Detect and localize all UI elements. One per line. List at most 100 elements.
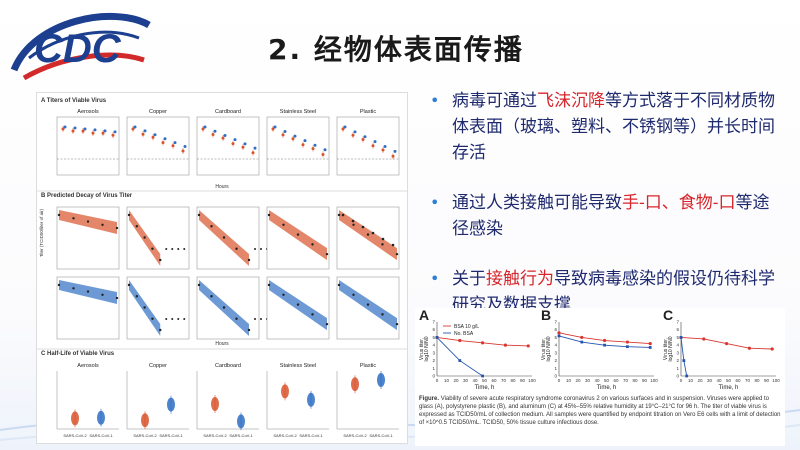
x-tick-label: 80 [754, 378, 760, 383]
data-point [395, 252, 399, 256]
data-point [153, 133, 157, 137]
data-point [127, 213, 131, 217]
data-point [247, 258, 251, 262]
y-tick-label: 6 [554, 327, 557, 332]
x-tick-label: SARS-CoV-1 [159, 433, 183, 438]
x-tick-label: 50 [726, 378, 732, 383]
series-point [725, 342, 729, 346]
data-point [235, 247, 238, 250]
x-tick-label: 100 [528, 378, 536, 383]
y-tick-label: 7 [554, 320, 557, 325]
y-tick-label: 5 [676, 335, 679, 340]
panel-letter: B [541, 308, 551, 323]
data-point [260, 318, 262, 320]
panel-frame [336, 116, 400, 176]
caption-label: Figure. [419, 396, 440, 402]
panel-title: Aerosols [77, 109, 99, 115]
x-tick-label: 60 [735, 378, 741, 383]
data-point [86, 220, 90, 223]
y-tick-label: 2 [554, 358, 557, 363]
panel-letter: A [419, 308, 429, 323]
data-point [115, 296, 119, 300]
data-point [267, 283, 271, 287]
bullet-dot-icon: • [430, 91, 440, 110]
y-axis-label: log10 N/N0 [424, 336, 430, 361]
series-point [458, 338, 462, 343]
data-point [303, 139, 307, 143]
panel-title: Aerosols [77, 363, 99, 369]
data-point [313, 143, 317, 147]
data-point [151, 247, 154, 250]
data-point [282, 293, 285, 296]
data-point [159, 328, 162, 332]
bullet-highlight: 接触行为 [486, 269, 554, 289]
data-point [210, 295, 213, 298]
x-axis-label: Time, h [475, 385, 495, 391]
x-tick-label: 40 [472, 378, 478, 383]
data-point [115, 226, 119, 230]
series-point [526, 344, 530, 348]
data-point [391, 243, 395, 247]
series-point [702, 337, 706, 341]
x-tick-label: SARS-CoV-1 [229, 433, 253, 438]
x-tick-label: 30 [463, 378, 469, 383]
x-tick-label: 0 [436, 378, 439, 383]
x-tick-label: 30 [707, 378, 713, 383]
data-point [210, 225, 213, 228]
x-tick-label: 60 [491, 378, 497, 383]
data-point [325, 252, 329, 256]
panel-letter: C [663, 308, 673, 323]
data-point [72, 217, 75, 220]
series-point [770, 347, 774, 351]
x-tick-label: 50 [604, 378, 610, 383]
data-point [72, 287, 75, 290]
panel-title: Stainless Steel [280, 109, 316, 115]
y-tick-label: 3 [554, 350, 557, 355]
data-point [337, 213, 341, 217]
x-label-b: Hours [215, 341, 229, 347]
data-point [159, 258, 162, 262]
data-point [171, 248, 174, 250]
panel-title: Plastic [360, 363, 376, 369]
x-tick-label: 0 [558, 378, 561, 383]
x-tick-label: 100 [650, 378, 658, 383]
logo-text: CDC [34, 27, 122, 71]
x-tick-label: 50 [482, 378, 488, 383]
data-point [243, 142, 247, 146]
series-point [435, 336, 439, 339]
y-tick-label: 3 [432, 350, 435, 355]
y-tick-label: 1 [432, 366, 435, 371]
x-tick-label: 10 [688, 378, 694, 383]
data-point [383, 145, 387, 148]
legend-label: No. BSA [454, 331, 474, 337]
y-tick-label: 1 [554, 366, 557, 371]
series-point [682, 359, 686, 362]
x-tick-label: SARS-CoV-2 [133, 433, 157, 438]
x-tick-label: 80 [510, 378, 516, 383]
data-point [233, 138, 237, 142]
caption-text: Viability of severe acute respiratory sy… [419, 396, 781, 426]
y-tick-label: 6 [432, 327, 435, 332]
bullet-highlight: 手-口、食物-口 [622, 193, 736, 213]
data-point [203, 125, 207, 129]
bullet-text: 等途径感染 [452, 193, 770, 239]
x-tick-label: 80 [632, 378, 638, 383]
data-point [57, 213, 61, 217]
data-point [363, 135, 367, 139]
y-tick-label: 4 [554, 343, 557, 348]
data-point [173, 141, 177, 145]
data-point [135, 225, 139, 228]
series-point [679, 336, 683, 339]
panel-frame [126, 116, 190, 176]
x-tick-label: 10 [566, 378, 572, 383]
y-axis-label: Virus titer, [663, 338, 669, 360]
y-axis-label: Titer (TCID50/liter of air) [39, 208, 44, 257]
left-figure: A Titers of Viable Virus B Predicted Dec… [36, 92, 408, 444]
data-point [222, 306, 226, 309]
data-point [223, 133, 227, 137]
data-point [171, 318, 174, 320]
data-point [235, 317, 238, 320]
slide-title: 2. 经物体表面传播 [268, 33, 524, 66]
x-tick-label: 40 [716, 378, 722, 383]
